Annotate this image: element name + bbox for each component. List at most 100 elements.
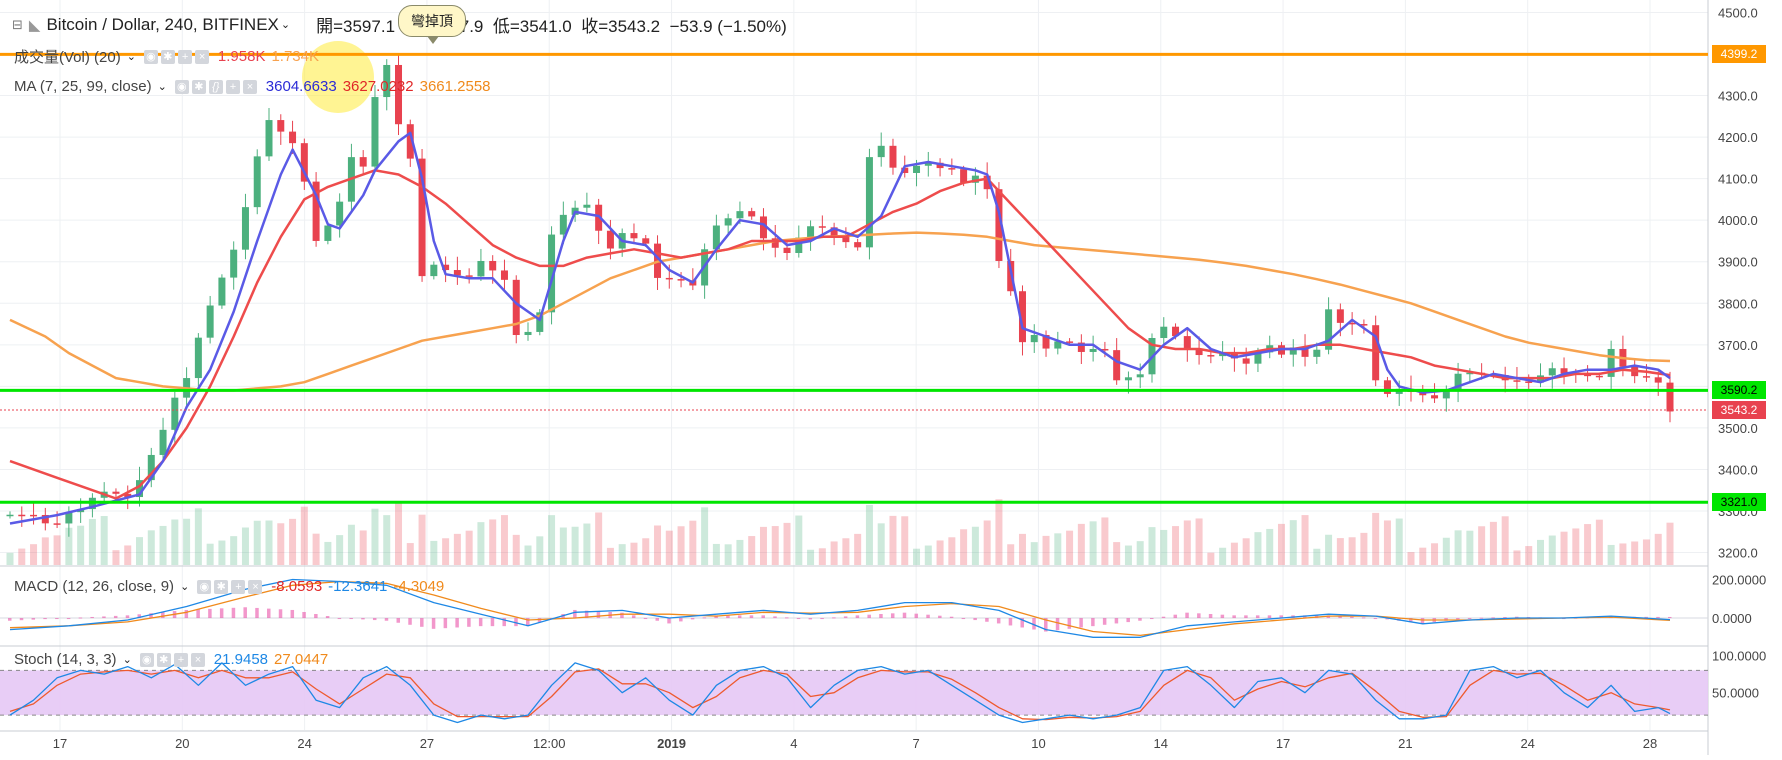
price-candles: [6, 54, 1674, 537]
candle-body: [147, 454, 155, 481]
eye-icon[interactable]: ◉: [197, 579, 212, 594]
volume-bar: [1419, 547, 1427, 565]
candle-body: [383, 64, 391, 98]
volume-bar: [230, 536, 238, 565]
macd-histogram-bar: [443, 618, 448, 629]
ma-legend[interactable]: MA (7, 25, 99, close) ⌄ ◉ ✱{} + × 3604.6633…: [14, 78, 497, 95]
symbol-title[interactable]: Bitcoin / Dollar, 240, BITFINEX: [46, 14, 279, 34]
chevron-down-icon[interactable]: ⌄: [126, 51, 136, 63]
time-axis-tick: 27: [420, 736, 434, 751]
gear-icon[interactable]: ✱: [214, 579, 229, 594]
eye-icon[interactable]: ◉: [174, 79, 189, 94]
price-axis-tick: 3400.0: [1718, 462, 1758, 477]
candle-body: [1160, 326, 1168, 339]
candle-body: [1325, 309, 1333, 350]
candle-body: [112, 491, 120, 494]
macd-histogram-bar: [1197, 613, 1201, 619]
eye-icon[interactable]: ◉: [139, 652, 154, 667]
macd-histogram-bar: [1361, 617, 1366, 619]
stoch-axis-tick: 100.0000: [1712, 648, 1766, 663]
volume-bar: [924, 545, 932, 565]
plus-icon[interactable]: +: [173, 652, 188, 667]
macd-histogram-bar: [1385, 618, 1389, 620]
macd-legend[interactable]: MACD (12, 26, close, 9) ⌄ ◉ ✱ + × -8.0593 -…: [14, 578, 450, 595]
macd-value-1: -8.0593: [271, 578, 323, 595]
candle-body: [795, 237, 803, 254]
volume-label[interactable]: 成交量(Vol) (20): [14, 49, 121, 66]
eye-icon[interactable]: ◉: [143, 49, 158, 64]
volume-bar: [1360, 532, 1368, 565]
macd-histogram-bar: [78, 617, 83, 619]
highlight-circle[interactable]: [302, 41, 374, 113]
macd-histogram-bar: [302, 611, 306, 619]
macd-histogram-bar: [855, 615, 860, 619]
volume-bar: [1254, 532, 1262, 565]
volume-bar: [206, 543, 214, 565]
candle-body: [1560, 368, 1568, 374]
volume-legend[interactable]: 成交量(Vol) (20) ⌄ ◉ ✱ + × 1.958K 1.734K: [14, 46, 325, 67]
macd-histogram-bar: [890, 613, 895, 619]
macd-histogram-bar: [1149, 618, 1154, 620]
volume-bar: [159, 525, 167, 565]
annotation-bubble[interactable]: 彎掉頂: [398, 5, 466, 44]
candle-body: [171, 397, 179, 430]
macd-histogram-bar: [785, 617, 789, 619]
volume-bar: [1407, 552, 1415, 565]
macd-histogram-bar: [726, 615, 730, 619]
volume-bar: [724, 544, 732, 565]
volume-bar: [430, 540, 438, 565]
close-icon[interactable]: ×: [248, 579, 263, 594]
stoch-band: [0, 670, 1708, 716]
volume-value-1: 1.958K: [217, 48, 266, 65]
macd-histogram-bar: [1232, 615, 1236, 619]
volume-bar: [312, 533, 320, 565]
macd-histogram-bar: [372, 618, 377, 621]
volume-bar: [1124, 545, 1132, 565]
candle-body: [430, 264, 438, 277]
plus-icon[interactable]: +: [231, 579, 246, 594]
close-icon[interactable]: ×: [194, 49, 209, 64]
volume-bar: [1313, 548, 1321, 565]
macd-histogram-bar: [1032, 618, 1036, 630]
close-icon[interactable]: ×: [190, 652, 205, 667]
collapse-icon[interactable]: ⊟: [12, 16, 23, 32]
gear-icon[interactable]: ✱: [191, 79, 206, 94]
gear-icon[interactable]: ✱: [156, 652, 171, 667]
candle-body: [230, 249, 238, 278]
macd-histogram-bar: [926, 614, 930, 619]
candle-body: [194, 337, 202, 379]
volume-bar: [453, 533, 461, 565]
plus-icon[interactable]: +: [177, 49, 192, 64]
chevron-down-icon[interactable]: ⌄: [280, 19, 291, 31]
candle-body: [1242, 358, 1250, 364]
volume-bar: [771, 526, 779, 565]
stoch-label[interactable]: Stoch (14, 3, 3): [14, 651, 117, 668]
macd-histogram-bar: [478, 618, 483, 627]
macd-histogram-bar: [349, 618, 353, 620]
volume-bar: [1195, 518, 1203, 565]
candle-body: [807, 226, 815, 238]
macd-histogram-bar: [1161, 616, 1166, 619]
volume-bar: [53, 535, 61, 565]
candle-body: [913, 165, 921, 173]
chevron-down-icon[interactable]: ⌄: [180, 581, 190, 593]
macd-histogram-bar: [396, 618, 401, 623]
macd-histogram-bar: [620, 612, 624, 619]
gear-icon[interactable]: ✱: [160, 49, 175, 64]
plus-icon[interactable]: +: [225, 79, 240, 94]
chevron-down-icon[interactable]: ⌄: [157, 81, 167, 93]
volume-bar: [1654, 533, 1662, 565]
symbol-legend[interactable]: ⊟ ◣ Bitcoin / Dollar, 240, BITFINEX ⌄ 開=…: [12, 12, 793, 37]
candle-body: [442, 264, 450, 271]
ma-label[interactable]: MA (7, 25, 99, close): [14, 78, 152, 95]
volume-bar: [1595, 519, 1603, 565]
macd-pane: [0, 578, 1708, 638]
close-icon[interactable]: ×: [242, 79, 257, 94]
chevron-down-icon[interactable]: ⌄: [122, 654, 132, 666]
macd-label[interactable]: MACD (12, 26, close, 9): [14, 578, 175, 595]
candle-body: [1383, 380, 1391, 394]
macd-histogram-bar: [8, 618, 12, 621]
price-axis-tick: 4000.0: [1718, 213, 1758, 228]
stoch-legend[interactable]: Stoch (14, 3, 3) ⌄ ◉ ✱ + × 21.9458 27.0447: [14, 651, 334, 668]
braces-icon[interactable]: {}: [208, 79, 223, 94]
